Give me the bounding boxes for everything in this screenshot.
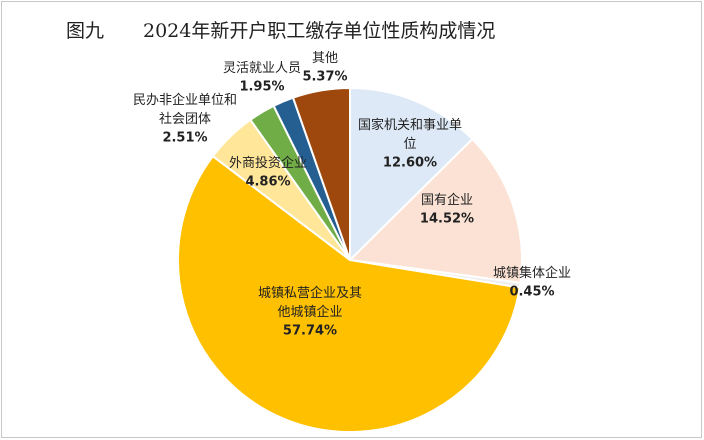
slice-label: 城镇集体企业 <box>493 265 571 281</box>
slice-label: 其他 <box>312 51 338 66</box>
value-label: 0.45% <box>509 285 554 300</box>
pie-slice <box>177 154 521 433</box>
pie-slice <box>349 86 474 263</box>
slice-label: 城镇私营企业及其他城镇企业 <box>258 285 362 320</box>
chart-title: 2024年新开户职工缴存单位性质构成情况 <box>143 20 495 42</box>
value-label: 5.37% <box>302 70 347 85</box>
slice-label: 国家机关和事业单位 <box>358 117 462 152</box>
slice-label: 外商投资企业 <box>229 155 307 171</box>
pie-slice <box>291 86 351 261</box>
figure-label: 图九 <box>66 20 104 42</box>
value-label: 57.74% <box>283 324 337 339</box>
slice-label: 民办非企业单位和社会团体 <box>133 92 237 127</box>
value-label: 12.60% <box>383 156 437 171</box>
value-label: 2.51% <box>162 131 207 146</box>
value-label: 4.86% <box>245 175 290 190</box>
slice-label: 国有企业 <box>421 192 473 208</box>
pie-slice <box>347 137 523 284</box>
value-label: 1.95% <box>239 80 284 95</box>
slice-label: 灵活就业人员 <box>223 61 301 76</box>
value-label: 14.52% <box>420 212 474 227</box>
